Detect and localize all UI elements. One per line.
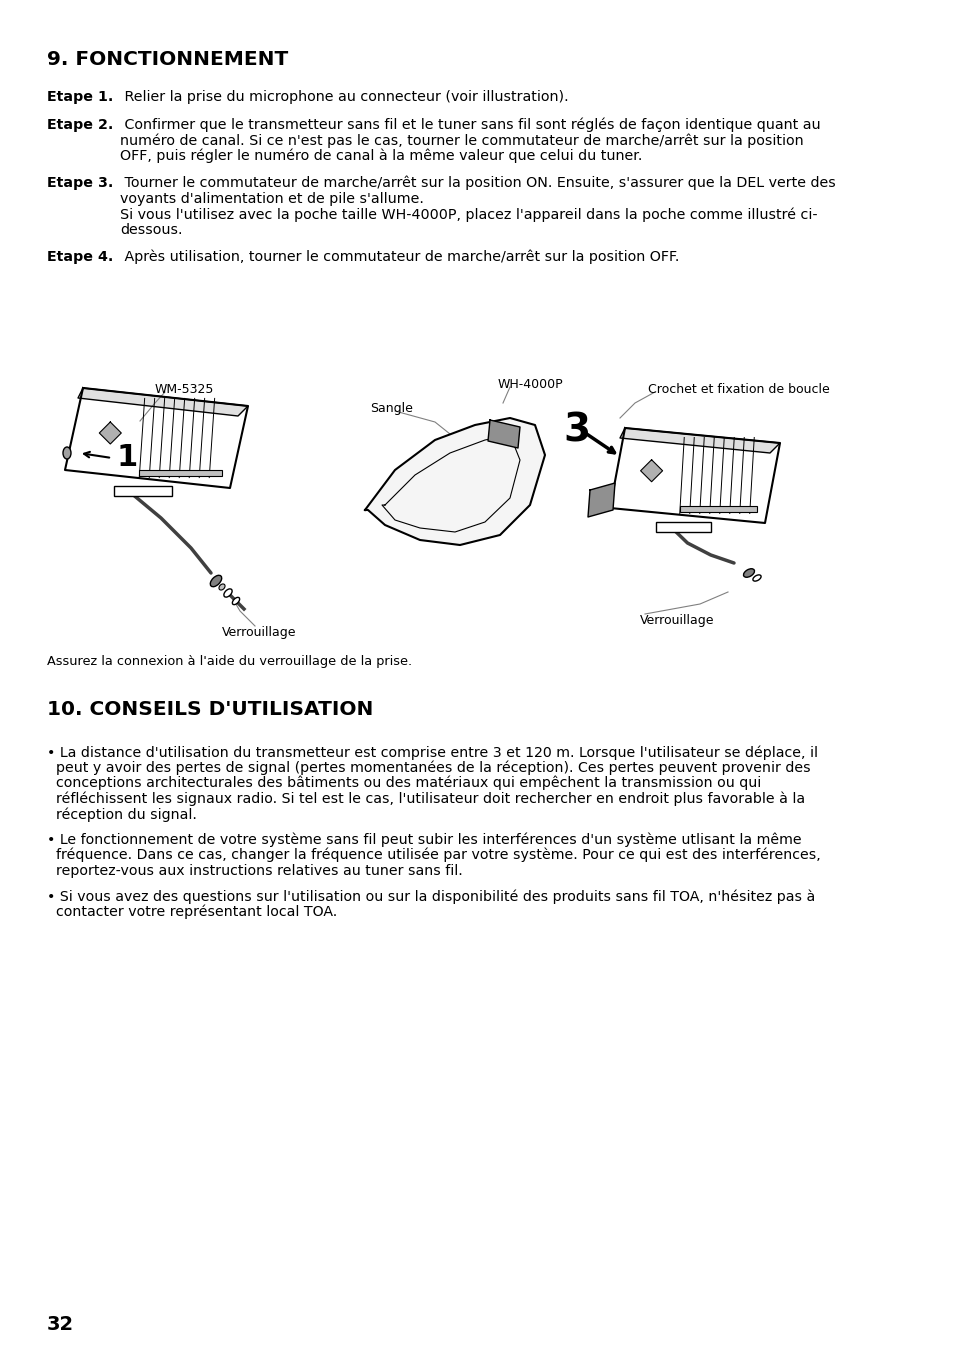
Polygon shape (365, 418, 544, 545)
Bar (139, 469, 221, 476)
Text: Si vous l'utilisez avec la poche taille WH-4000P, placez l'appareil dans la poch: Si vous l'utilisez avec la poche taille … (120, 207, 817, 222)
Text: fréquence. Dans ce cas, changer la fréquence utilisée par votre système. Pour ce: fréquence. Dans ce cas, changer la fréqu… (47, 848, 820, 863)
Text: Sangle: Sangle (370, 402, 413, 415)
Text: dessous.: dessous. (120, 223, 182, 237)
Text: Confirmer que le transmetteur sans fil et le tuner sans fil sont réglés de façon: Confirmer que le transmetteur sans fil e… (120, 118, 820, 132)
Text: WH-4000P: WH-4000P (497, 379, 563, 391)
Text: • La distance d'utilisation du transmetteur est comprise entre 3 et 120 m. Lorsq: • La distance d'utilisation du transmett… (47, 745, 817, 760)
Bar (656, 522, 710, 531)
Text: réfléchissent les signaux radio. Si tel est le cas, l'utilisateur doit recherche: réfléchissent les signaux radio. Si tel … (47, 791, 804, 806)
Text: OFF, puis régler le numéro de canal à la même valeur que celui du tuner.: OFF, puis régler le numéro de canal à la… (120, 149, 641, 164)
Bar (114, 487, 172, 496)
Polygon shape (488, 420, 519, 448)
Ellipse shape (210, 576, 221, 587)
Ellipse shape (63, 448, 71, 458)
Text: peut y avoir des pertes de signal (pertes momentanées de la réception). Ces pert: peut y avoir des pertes de signal (perte… (47, 760, 810, 775)
Ellipse shape (224, 589, 232, 598)
Ellipse shape (742, 569, 754, 577)
Text: réception du signal.: réception du signal. (47, 807, 196, 822)
Ellipse shape (233, 598, 239, 604)
Text: 32: 32 (47, 1315, 74, 1334)
Text: Etape 1.: Etape 1. (47, 91, 113, 104)
Polygon shape (99, 422, 121, 443)
Text: • Si vous avez des questions sur l'utilisation ou sur la disponibilité des produ: • Si vous avez des questions sur l'utili… (47, 890, 815, 903)
Ellipse shape (752, 575, 760, 581)
Text: contacter votre représentant local TOA.: contacter votre représentant local TOA. (47, 904, 337, 919)
Text: Verrouillage: Verrouillage (222, 626, 296, 639)
Bar (679, 506, 757, 511)
Text: Tourner le commutateur de marche/arrêt sur la position ON. Ensuite, s'assurer qu: Tourner le commutateur de marche/arrêt s… (120, 176, 835, 191)
Text: Après utilisation, tourner le commutateur de marche/arrêt sur la position OFF.: Après utilisation, tourner le commutateu… (120, 250, 679, 265)
Text: numéro de canal. Si ce n'est pas le cas, tourner le commutateur de marche/arrêt : numéro de canal. Si ce n'est pas le cas,… (120, 132, 802, 147)
Polygon shape (639, 460, 662, 481)
Text: 10. CONSEILS D'UTILISATION: 10. CONSEILS D'UTILISATION (47, 700, 373, 719)
Text: Verrouillage: Verrouillage (639, 614, 714, 627)
Text: Crochet et fixation de boucle: Crochet et fixation de boucle (647, 383, 829, 396)
Text: 3: 3 (562, 411, 590, 449)
Text: WM-5325: WM-5325 (154, 383, 214, 396)
Polygon shape (609, 429, 780, 523)
Text: • Le fonctionnement de votre système sans fil peut subir les interférences d'un : • Le fonctionnement de votre système san… (47, 833, 801, 846)
Text: reportez-vous aux instructions relatives au tuner sans fil.: reportez-vous aux instructions relatives… (47, 864, 462, 877)
Text: conceptions architecturales des bâtiments ou des matériaux qui empêchent la tran: conceptions architecturales des bâtiment… (47, 776, 760, 791)
Text: Etape 4.: Etape 4. (47, 250, 113, 264)
Text: Etape 3.: Etape 3. (47, 176, 113, 191)
Text: 1: 1 (117, 443, 138, 472)
Text: Relier la prise du microphone au connecteur (voir illustration).: Relier la prise du microphone au connect… (120, 91, 568, 104)
Polygon shape (619, 429, 780, 453)
Text: 9. FONCTIONNEMENT: 9. FONCTIONNEMENT (47, 50, 288, 69)
Text: voyants d'alimentation et de pile s'allume.: voyants d'alimentation et de pile s'allu… (120, 192, 423, 206)
Polygon shape (65, 388, 248, 488)
Polygon shape (78, 388, 248, 416)
Ellipse shape (219, 584, 225, 589)
Text: Assurez la connexion à l'aide du verrouillage de la prise.: Assurez la connexion à l'aide du verroui… (47, 654, 412, 668)
Text: Etape 2.: Etape 2. (47, 118, 113, 131)
Polygon shape (587, 483, 615, 516)
